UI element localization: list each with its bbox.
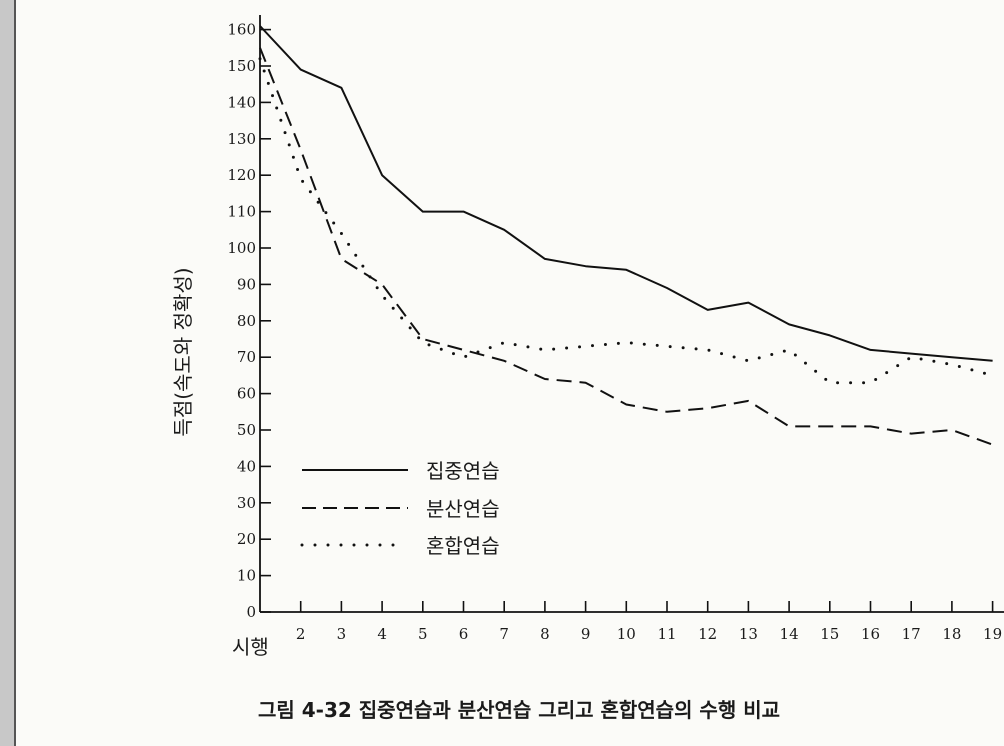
y-tick-label: 10 xyxy=(237,567,256,585)
x-tick-label: 2 xyxy=(296,625,306,643)
x-tick-label: 19 xyxy=(983,625,1002,643)
x-tick-label: 7 xyxy=(499,625,509,643)
y-tick-label: 160 xyxy=(227,21,256,39)
x-tick-label: 5 xyxy=(418,625,428,643)
y-tick-label: 90 xyxy=(237,275,256,293)
y-tick-label: 150 xyxy=(227,57,256,75)
y-tick-label: 0 xyxy=(246,603,256,621)
x-tick-label: 12 xyxy=(698,625,717,643)
series-line-2 xyxy=(259,47,993,446)
legend-label-series-2: 분산연습 xyxy=(426,497,500,521)
x-tick-label: 18 xyxy=(942,625,961,643)
y-tick-label: 30 xyxy=(237,494,256,512)
x-tick-label: 11 xyxy=(657,625,676,643)
x-axis-start-label: 시행 xyxy=(232,635,269,659)
y-tick-label: 130 xyxy=(227,130,256,148)
legend-label-series-1: 집중연습 xyxy=(426,459,500,483)
x-tick-label: 16 xyxy=(861,625,880,643)
y-tick-label: 40 xyxy=(237,457,256,475)
axes xyxy=(259,15,1004,613)
y-tick-label: 140 xyxy=(227,93,256,111)
x-tick-label: 9 xyxy=(581,625,591,643)
legend: 집중연습 분산연습 혼합연습 xyxy=(300,459,500,558)
series-line-3 xyxy=(258,57,995,385)
y-tick-label: 60 xyxy=(237,385,256,403)
y-tick-label: 50 xyxy=(237,421,256,439)
y-axis-title: 득점(속도와 정확성) xyxy=(171,267,195,436)
page-background xyxy=(16,0,1004,746)
y-ticks: 0 10 20 30 40 50 60 70 80 90 100 110 120 130 140 150 160 xyxy=(227,21,271,621)
x-tick-label: 15 xyxy=(820,625,839,643)
legend-label-series-3: 혼합연습 xyxy=(426,534,500,558)
y-tick-label: 100 xyxy=(227,239,256,257)
x-tick-label: 8 xyxy=(540,625,550,643)
x-tick-label: 17 xyxy=(902,625,921,643)
x-tick-label: 4 xyxy=(377,625,387,643)
series-lines xyxy=(258,25,995,446)
y-tick-label: 110 xyxy=(227,203,256,221)
x-ticks: 2 3 4 5 6 7 8 9 10 11 12 13 14 15 16 17 18 19 xyxy=(296,601,1002,643)
left-border xyxy=(0,0,16,746)
y-tick-label: 80 xyxy=(237,312,256,330)
x-tick-label: 3 xyxy=(337,625,347,643)
y-tick-label: 120 xyxy=(227,166,256,184)
x-tick-label: 14 xyxy=(780,625,799,643)
y-tick-label: 20 xyxy=(237,530,256,548)
x-tick-label: 6 xyxy=(459,625,469,643)
x-tick-label: 13 xyxy=(739,625,758,643)
series-line-1 xyxy=(259,25,993,362)
y-tick-label: 70 xyxy=(237,348,256,366)
figure-caption: 그림 4-32 집중연습과 분산연습 그리고 혼합연습의 수행 비교 xyxy=(258,698,780,722)
x-tick-label: 10 xyxy=(617,625,636,643)
